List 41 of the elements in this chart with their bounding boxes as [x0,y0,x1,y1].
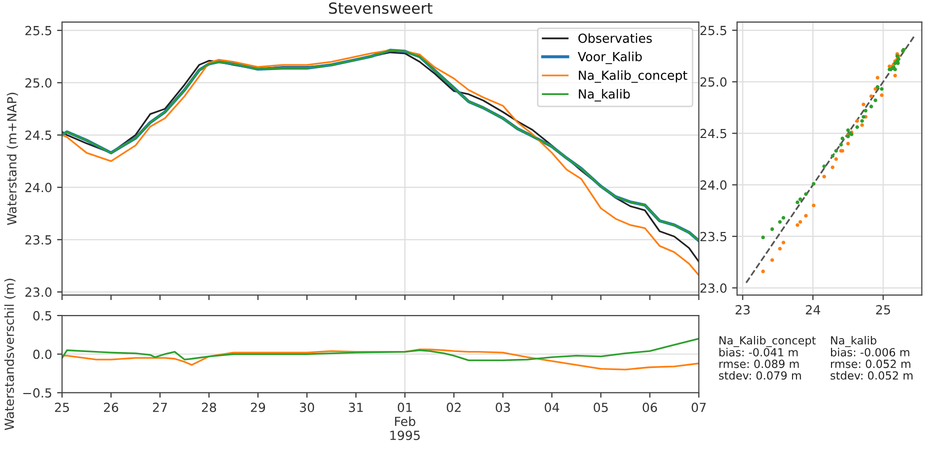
y-tick-label: 24.0 [25,182,52,192]
legend-label: Na_kalib [578,89,630,102]
x-tick-label: 31 [348,402,363,412]
x-tick-label: 27 [152,402,167,412]
y-tick-label: 24.0 [700,180,727,190]
legend-label: Voor_Kalib [578,52,642,64]
x-tick-label: 23 [736,305,750,314]
legend-label: Na_Kalib_concept [578,70,688,83]
x-tick-label: 04 [544,402,560,412]
y-tick-label: 23.5 [700,232,726,242]
y-axis-title: Waterstand (m+NAP) [6,92,18,225]
x-tick-label: 07 [692,402,706,412]
x-tick-label: 01 Feb 1995 [390,402,420,440]
text: Na_kalib bias: -0.006 m rmse: 0.052 m stdev: 0.052 m [830,336,912,380]
x-tick-label: 28 [202,402,216,412]
y-tick-label: 23.0 [25,287,52,297]
x-tick-label: 25 [876,305,890,314]
y-axis-title: Waterstandsverschil (m) [4,278,16,430]
x-tick-label: 26 [104,402,118,412]
y-tick-label: 25.0 [25,78,52,88]
x-tick-label: 25 [55,402,69,412]
x-tick-label: 24 [806,305,820,314]
x-tick-label: 05 [594,402,608,412]
y-tick-label: 23.5 [25,235,52,245]
x-tick-label: 06 [642,402,657,412]
x-tick-label: 29 [250,402,266,412]
y-tick-label: 0.0 [33,350,52,360]
x-tick-label: 02 [446,402,461,412]
legend-label: Observaties [578,33,652,43]
y-tick-label: 25.5 [25,26,52,36]
y-tick-label: 24.5 [700,128,726,138]
y-tick-label: 24.5 [25,130,52,140]
x-tick-label: 30 [300,402,314,412]
y-tick-label: 25.5 [700,26,726,36]
y-tick-label: −0.5 [23,388,52,398]
text: Na_Kalib_concept bias: -0.041 m rmse: 0.089 m stdev: 0.079 m [719,336,816,380]
x-tick-label: 03 [496,402,510,412]
y-tick-label: 0.5 [33,311,52,320]
y-tick-label: 25.0 [700,77,727,87]
y-tick-label: 23.0 [700,283,727,293]
chart-title: Stevensweert [329,2,432,14]
